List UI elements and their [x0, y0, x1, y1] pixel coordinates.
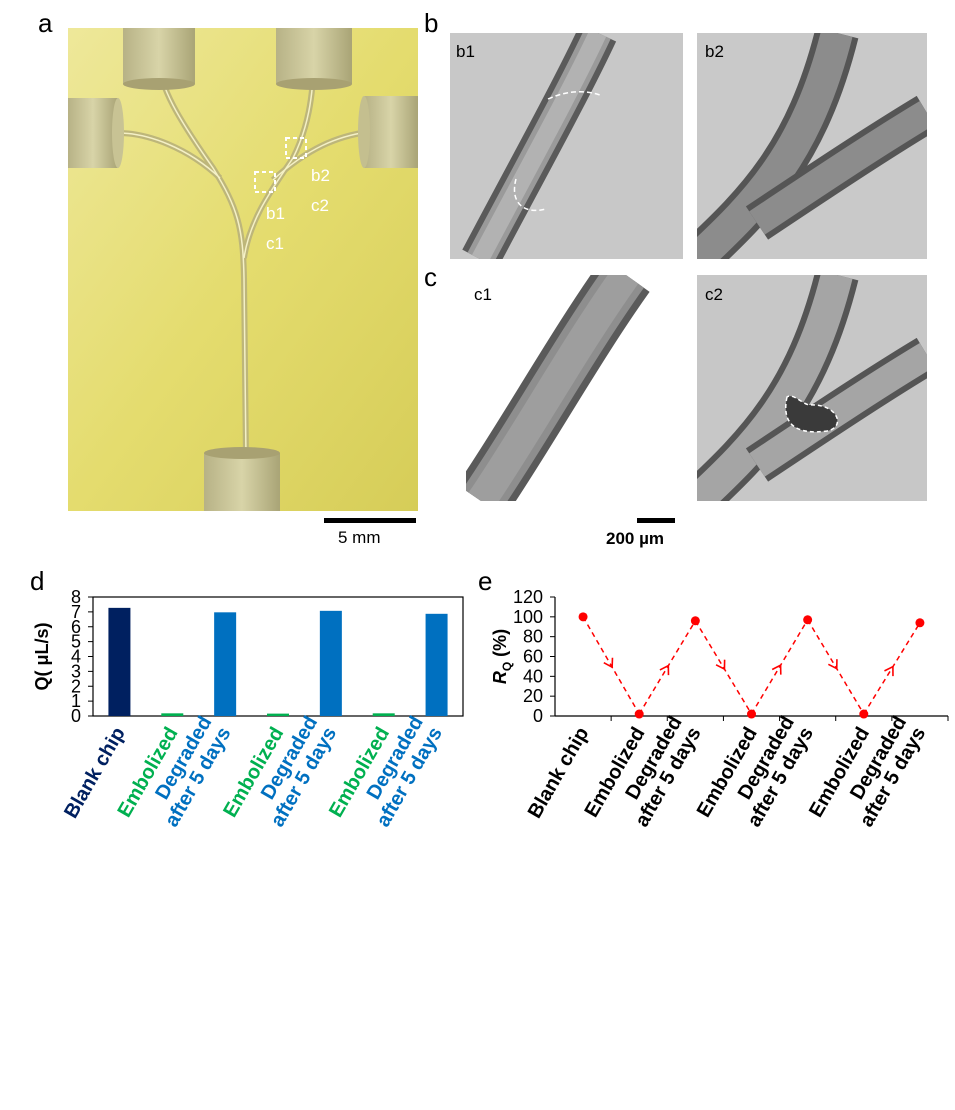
series-arrow: [827, 659, 838, 670]
scale-bar-200um: [637, 518, 675, 523]
micrograph-label-b2: b2: [705, 42, 724, 61]
y-tick-label: 2: [71, 676, 81, 696]
data-point: [747, 709, 756, 719]
data-point: [634, 709, 644, 719]
y-tick-label: 7: [71, 602, 81, 622]
series-arrow: [659, 664, 670, 676]
panel-letter-a: a: [38, 8, 53, 38]
series-segment: [863, 622, 921, 715]
bar: [425, 613, 448, 716]
series-segment: [694, 620, 753, 715]
y-tick-label: 3: [71, 661, 81, 681]
chip-label-b2: b2: [311, 166, 330, 185]
y-tick-label: 4: [71, 647, 81, 667]
port-bottom: [204, 447, 280, 511]
micrograph-label-b1: b1: [456, 42, 475, 61]
bar: [214, 612, 237, 716]
panel-letter-d: d: [30, 566, 45, 596]
chip-label-c2: c2: [311, 196, 329, 215]
chip-label-b1: b1: [266, 204, 285, 223]
y-tick-label: 0: [71, 706, 81, 726]
micrograph-label-c1: c1: [474, 285, 492, 304]
scale-label-5mm: 5 mm: [338, 528, 381, 547]
bar: [108, 607, 131, 716]
y-tick-label: 8: [71, 587, 81, 607]
chip-label-c1: c1: [266, 234, 284, 253]
micrograph-b1: [450, 33, 683, 259]
roi-box-b2: [285, 137, 307, 159]
bar: [267, 713, 289, 716]
roi-box-b1: [254, 171, 276, 193]
bar: [161, 713, 184, 716]
data-point: [803, 615, 813, 625]
series-arrow: [603, 657, 614, 669]
data-point: [859, 709, 869, 719]
micrograph-label-c2: c2: [705, 285, 723, 304]
series-segment: [750, 619, 809, 715]
port-top-right: [276, 28, 352, 90]
y-tick-label: 100: [513, 607, 543, 627]
micrograph-c1: [466, 275, 683, 501]
panel-letter-b: b: [424, 8, 439, 38]
scale-bar-5mm: [324, 518, 416, 523]
panel-letter-c: c: [424, 262, 437, 292]
chip-photo: [68, 28, 418, 511]
panel-letter-e: e: [478, 566, 493, 596]
y-axis-label: RQ (%): [490, 629, 514, 684]
y-tick-label: 5: [71, 632, 81, 652]
series-segment: [806, 619, 865, 715]
y-tick-label: 40: [523, 666, 543, 686]
series-arrow: [771, 663, 782, 675]
micrograph-c2: [697, 275, 927, 501]
bar: [372, 713, 395, 716]
micrograph-b2: [697, 33, 927, 259]
port-right: [358, 96, 418, 168]
series-arrow: [884, 665, 894, 677]
data-point: [690, 616, 700, 626]
y-tick-label: 0: [533, 706, 543, 726]
series-arrow: [715, 659, 726, 671]
y-tick-label: 60: [523, 647, 543, 667]
port-top-left: [123, 28, 195, 90]
y-tick-label: 20: [523, 686, 543, 706]
series-segment: [582, 616, 640, 715]
port-left: [68, 98, 124, 168]
y-axis-label: Q( μL/s): [32, 622, 52, 690]
data-point: [578, 612, 588, 622]
bar: [319, 610, 342, 716]
y-tick-label: 80: [523, 627, 543, 647]
series-segment: [638, 620, 696, 715]
y-tick-label: 120: [513, 587, 543, 607]
data-point: [915, 618, 925, 628]
plot-frame: [92, 596, 464, 717]
y-tick-label: 6: [71, 617, 81, 637]
y-tick-label: 1: [71, 691, 81, 711]
scale-label-200um: 200 µm: [606, 529, 664, 548]
